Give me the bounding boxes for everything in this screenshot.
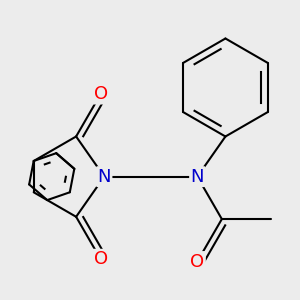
Text: O: O: [94, 85, 108, 103]
Text: O: O: [94, 250, 108, 268]
Text: N: N: [190, 168, 204, 186]
Text: N: N: [98, 168, 111, 186]
Text: O: O: [190, 253, 204, 271]
